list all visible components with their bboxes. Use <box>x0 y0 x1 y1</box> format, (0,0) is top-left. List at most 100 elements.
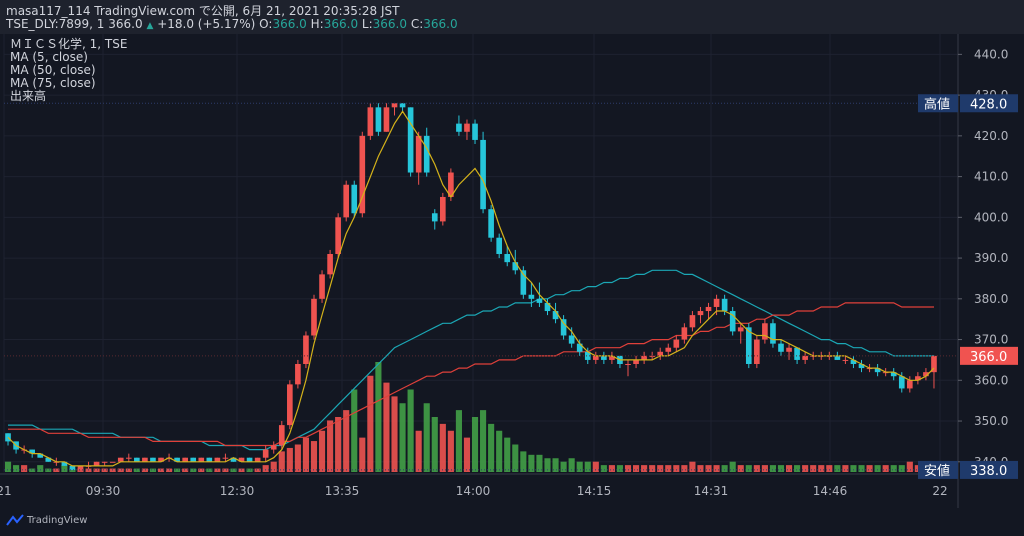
candle-body <box>431 213 438 222</box>
volume-bar <box>649 465 656 472</box>
candle-body <box>109 461 116 463</box>
volume-bar <box>785 465 793 472</box>
volume-bar <box>286 447 293 472</box>
volume-bar <box>101 468 108 472</box>
candle-body <box>898 376 905 389</box>
volume-bar <box>866 465 873 472</box>
close-value: 366.0 <box>423 17 458 31</box>
volume-bar <box>520 451 527 472</box>
x-tick-label: 12:30 <box>220 484 255 498</box>
price-tag-value: 366.0 <box>970 350 1007 365</box>
volume-bar <box>673 465 680 472</box>
volume-bar <box>302 437 309 472</box>
candle-body <box>367 107 374 136</box>
y-tick-label: 390.0 <box>974 251 1008 265</box>
volume-bar <box>600 465 607 472</box>
candlestick-chart[interactable]: 440.0430.0420.0410.0400.0390.0380.0370.0… <box>0 34 1024 508</box>
candle-body <box>480 139 486 210</box>
volume-bar <box>697 465 704 472</box>
volume-bar <box>77 468 84 472</box>
volume-bar <box>254 468 261 472</box>
candle-body <box>858 364 865 369</box>
candle-body <box>931 355 937 373</box>
low-tag <box>960 460 1018 479</box>
low-label: L: <box>361 17 373 31</box>
volume-bar <box>343 410 350 472</box>
volume-bar <box>512 444 519 472</box>
candle-body <box>399 103 406 108</box>
volume-bar <box>182 468 189 472</box>
candle-body <box>504 254 511 263</box>
volume-bar <box>391 396 398 472</box>
volume-bar <box>230 468 237 472</box>
volume-bar <box>633 465 640 472</box>
volume-bar <box>657 465 664 472</box>
volume-bar <box>914 465 921 472</box>
volume-bar <box>310 441 318 472</box>
candle-body <box>214 457 221 462</box>
x-tick-label: 09:30 <box>86 484 121 498</box>
candle-body <box>552 311 559 320</box>
volume-bar <box>480 410 487 472</box>
brand-name: TradingView <box>27 514 88 526</box>
volume-bar <box>858 465 865 472</box>
candle-body <box>383 107 390 132</box>
x-tick-label: 22 <box>932 484 947 498</box>
volume-bar <box>641 465 648 472</box>
candle-body <box>61 461 68 466</box>
ma5-line <box>7 110 935 467</box>
candle-body <box>182 457 188 462</box>
symbol-info: TSE_DLY:7899, 1 366.0 ▲ +18.0 (+5.17%) O… <box>6 17 458 31</box>
x-tick-label: 21 <box>0 484 12 498</box>
volume-bar <box>431 417 438 472</box>
volume-bar <box>125 468 132 472</box>
tradingview-logo[interactable]: TradingView <box>6 514 87 526</box>
price-change: +18.0 (+5.17%) <box>157 17 256 31</box>
volume-bar <box>729 461 736 472</box>
volume-bar <box>721 465 728 472</box>
volume-bar <box>149 468 157 472</box>
candle-body <box>311 298 317 336</box>
y-tick-label: 400.0 <box>974 210 1008 224</box>
high-label: H: <box>310 17 324 31</box>
tradingview-icon <box>6 514 24 526</box>
price-axis <box>958 34 1024 508</box>
candle-body <box>423 135 430 173</box>
volume-bar <box>560 461 567 472</box>
candle-body <box>568 335 575 344</box>
ma75-line <box>8 269 934 451</box>
volume-bar <box>874 465 881 472</box>
candle-body <box>681 327 688 340</box>
volume-bar <box>359 437 366 472</box>
candle-body <box>262 449 269 458</box>
high-value: 366.0 <box>323 17 359 31</box>
candle-body <box>174 457 180 462</box>
symbol-price: TSE_DLY:7899, 1 366.0 <box>6 17 143 31</box>
candle-body <box>834 355 841 360</box>
volume-bar <box>681 465 688 472</box>
volume-bar <box>794 465 801 472</box>
candle-body <box>544 302 551 312</box>
y-tick-label: 440.0 <box>974 47 1008 61</box>
candle-body <box>117 457 124 462</box>
volume-bar <box>496 430 503 472</box>
open-value: 366.0 <box>272 17 307 31</box>
candle-body <box>142 457 148 462</box>
volume-bar <box>318 430 326 472</box>
volume-bar <box>802 465 809 472</box>
candle-body <box>472 123 478 140</box>
volume-bar <box>375 362 382 472</box>
x-tick-label: 14:31 <box>694 484 729 498</box>
candle-body <box>592 355 599 360</box>
candle-body <box>230 457 237 462</box>
x-tick-label: 14:00 <box>456 484 491 498</box>
volume-bar <box>13 465 20 472</box>
candle-body <box>729 311 736 332</box>
candle-body <box>713 298 720 307</box>
candle-body <box>198 457 205 462</box>
candle-body <box>907 380 913 389</box>
volume-bar <box>882 465 889 472</box>
candle-body <box>278 425 285 446</box>
legend-volume: 出来高 <box>10 89 47 103</box>
volume-bar <box>818 465 825 472</box>
